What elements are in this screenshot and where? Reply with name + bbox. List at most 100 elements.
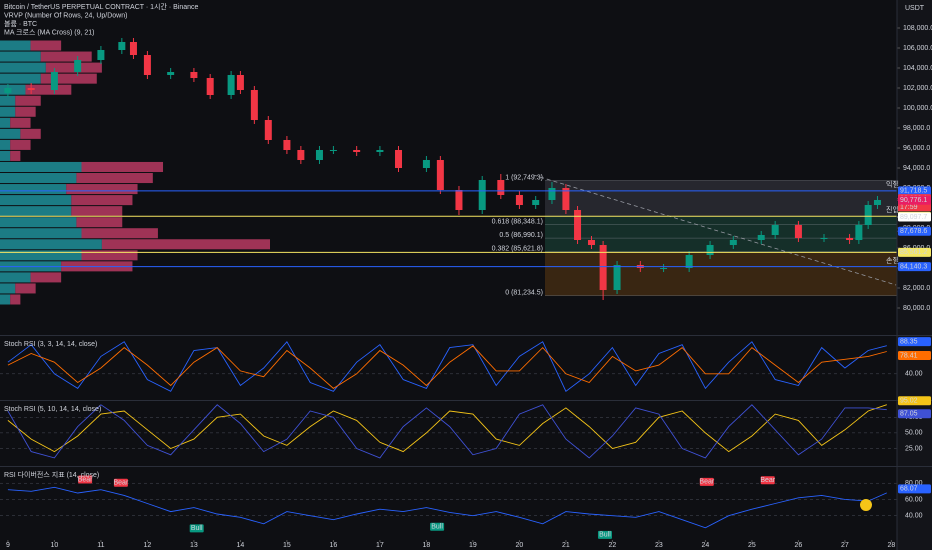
y-tick-label: 106,000.0 <box>903 45 932 52</box>
candle-body <box>118 42 126 50</box>
y-tick-label: 60.00 <box>905 496 923 503</box>
volume-profile-up <box>0 40 31 51</box>
price-level-tag-label: 84,140.3 <box>900 263 927 270</box>
candle-body <box>436 160 444 190</box>
y-tick-label: 102,000.0 <box>903 85 932 92</box>
indicator-value-tag <box>898 484 931 494</box>
x-tick-label: 28 <box>888 542 896 549</box>
candle-body <box>4 88 12 93</box>
candle-body <box>771 225 779 235</box>
volume-profile-down <box>15 283 36 294</box>
candle-body <box>864 205 872 225</box>
indicator-line <box>7 345 887 389</box>
candle-body <box>27 88 35 90</box>
indicator-value-tag-label: 88.35 <box>900 339 918 346</box>
price-level-tag-label: 91,718.5 <box>900 188 927 195</box>
volume-profile-down <box>81 161 164 172</box>
volume-profile-up <box>0 294 11 305</box>
divergence-label-box <box>430 522 445 531</box>
indicator-name: VRVP (Number Of Rows, 24, Up/Down) <box>4 12 127 19</box>
position-box <box>544 216 897 253</box>
price-tag <box>898 212 931 222</box>
position-box <box>544 180 897 217</box>
y-tick-label: 40.00 <box>905 513 923 520</box>
position-note: 진입 <box>886 205 899 214</box>
fib-label: 0.382 (85,621.8) <box>492 246 543 253</box>
candle-body <box>613 265 621 290</box>
candle-body <box>250 90 258 120</box>
candle-body <box>497 180 505 195</box>
countdown-tag <box>898 203 931 212</box>
emoji-icon <box>860 499 872 511</box>
y-tick-label: 94,000.0 <box>903 165 930 172</box>
x-tick-label: 13 <box>190 542 198 549</box>
y-tick-label: 80.00 <box>905 480 923 487</box>
y-tick-label: 25.00 <box>905 445 923 452</box>
panel-title: Stoch RSI (3, 3, 14, 14, close) <box>4 341 97 348</box>
divergence-label-box <box>597 530 612 539</box>
divergence-label-box <box>78 475 93 484</box>
candle-body <box>820 238 828 239</box>
volume-profile-up <box>0 217 77 228</box>
fib-label: 0 (81,234.5) <box>505 289 543 296</box>
x-tick-label: 17 <box>376 542 384 549</box>
candle-body <box>794 225 802 238</box>
indicator-value-tag-label: 95.02 <box>900 398 918 405</box>
x-tick-label: 23 <box>655 542 663 549</box>
volume-profile-down <box>71 206 123 217</box>
currency: USDT <box>905 5 925 12</box>
x-tick-label: 16 <box>330 542 338 549</box>
volume-profile-up <box>0 139 11 150</box>
candle-body <box>206 78 214 95</box>
indicator-name: 볼륨 · BTC <box>4 19 37 28</box>
indicator-value-tag-label: 78.41 <box>900 352 918 359</box>
candle-body <box>515 195 523 205</box>
fib-label: 0.618 (88,348.1) <box>492 218 543 225</box>
volume-profile-up <box>0 95 16 106</box>
candle-body <box>50 72 58 90</box>
candle-body <box>129 42 137 55</box>
volume-profile-up <box>0 117 11 128</box>
volume-profile-down <box>10 294 21 305</box>
indicator-line <box>7 404 887 453</box>
y-tick-label: 100,000.0 <box>903 105 932 112</box>
volume-profile-up <box>0 195 72 206</box>
divergence-label-box <box>699 477 714 486</box>
x-tick-label: 20 <box>516 542 524 549</box>
candle-body <box>873 200 881 205</box>
divergence-label-box <box>189 524 204 533</box>
candle-body <box>757 235 765 240</box>
candle-body <box>236 75 244 90</box>
volume-profile-down <box>45 62 102 73</box>
volume-profile-down <box>81 228 158 239</box>
candle-body <box>478 180 486 210</box>
price-tag-label: 90,776.1 <box>900 197 927 204</box>
candle-body <box>532 200 540 205</box>
x-tick-label: 18 <box>423 542 431 549</box>
volume-profile-down <box>30 40 62 51</box>
volume-profile-down <box>76 173 153 184</box>
price-level-tag <box>898 247 931 257</box>
x-tick-label: 14 <box>237 542 245 549</box>
y-tick-label: 108,000.0 <box>903 25 932 32</box>
indicator-value-tag-label: 87.05 <box>900 411 918 418</box>
volume-profile-up <box>0 51 41 62</box>
volume-profile-up <box>0 173 77 184</box>
divergence-label: Bear <box>78 476 93 483</box>
price-tag <box>898 195 931 205</box>
divergence-label: Bull <box>191 525 203 532</box>
countdown: 17:59 <box>900 204 918 211</box>
volume-profile-up <box>0 239 102 250</box>
x-tick-label: 19 <box>469 542 477 549</box>
price-level-tag-label: 85,561.2 <box>900 249 927 256</box>
x-tick-label: 11 <box>97 542 104 549</box>
volume-profile-down <box>71 195 133 206</box>
chart-title: Bitcoin / TetherUS PERPETUAL CONTRACT · … <box>4 2 199 11</box>
indicator-value-tag <box>898 350 931 360</box>
volume-profile-up <box>0 250 82 261</box>
candle-body <box>353 150 361 152</box>
y-tick-label: 80,000.0 <box>903 305 930 312</box>
price-axis-background <box>897 0 932 550</box>
volume-profile-up <box>0 128 21 139</box>
candle-body <box>729 240 737 245</box>
